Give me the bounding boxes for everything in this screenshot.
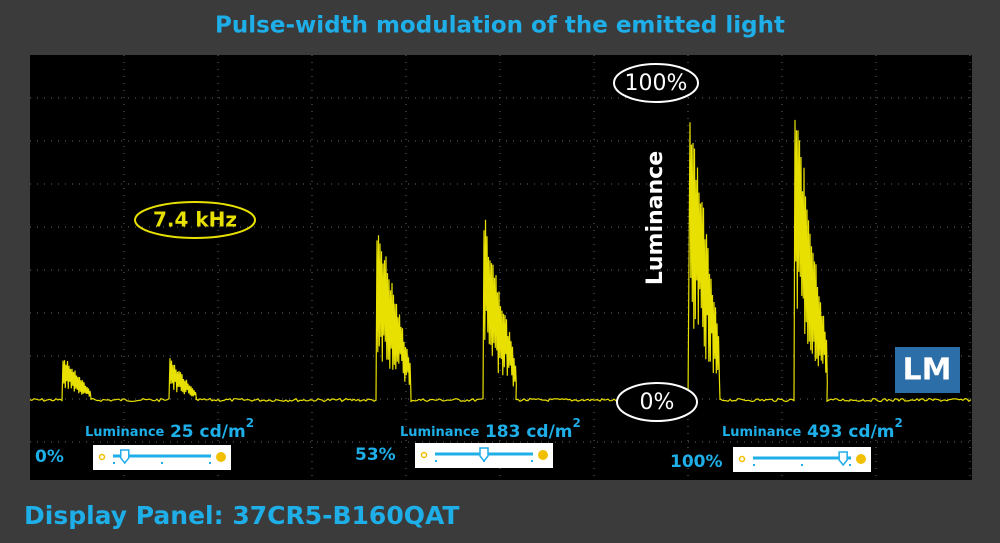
slider-knob bbox=[120, 449, 130, 465]
panels: Luminance 25 cd/m20%Luminance 183 cd/m25… bbox=[35, 416, 903, 472]
sun-small bbox=[420, 451, 428, 459]
frequency-oval bbox=[134, 201, 256, 239]
max-oval bbox=[613, 63, 699, 103]
footer: Display Panel: 37CR5-B160QAT bbox=[24, 501, 459, 530]
luminance-value: 25 cd/m bbox=[170, 422, 246, 442]
brightness-level: 53% bbox=[355, 445, 396, 465]
superscript: 2 bbox=[573, 416, 581, 430]
luminance-label: Luminance bbox=[85, 425, 165, 440]
brightness-level: 100% bbox=[670, 452, 723, 472]
sun-large bbox=[216, 452, 226, 462]
min-oval bbox=[616, 382, 698, 422]
logo: LM bbox=[903, 353, 952, 388]
scope-screen bbox=[30, 55, 972, 480]
superscript: 2 bbox=[895, 416, 903, 430]
luminance-text: Luminance 25 cd/m2 bbox=[85, 416, 254, 443]
sun-large bbox=[538, 450, 548, 460]
frequency: 7.4 kHz bbox=[153, 208, 237, 232]
sun-large bbox=[856, 454, 866, 464]
min-label: 0% bbox=[640, 390, 675, 415]
luminance-text: Luminance 493 cd/m2 bbox=[722, 416, 903, 443]
max-label: 100% bbox=[625, 71, 688, 96]
luminance-label: Luminance bbox=[722, 425, 802, 440]
luminance-text: Luminance 183 cd/m2 bbox=[400, 416, 581, 443]
sun-small bbox=[98, 453, 106, 461]
luminance-label: Luminance bbox=[400, 425, 480, 440]
superscript: 2 bbox=[246, 416, 254, 430]
sun-small bbox=[738, 455, 746, 463]
slider-knob bbox=[838, 451, 848, 467]
logo-box bbox=[895, 347, 960, 393]
axis-label: Luminance bbox=[643, 151, 668, 285]
slider-knob bbox=[479, 447, 489, 463]
waveform bbox=[29, 119, 972, 403]
brightness-level: 0% bbox=[35, 447, 64, 467]
luminance-value: 183 cd/m bbox=[485, 422, 573, 442]
luminance-value: 493 cd/m bbox=[807, 422, 895, 442]
title: Pulse-width modulation of the emitted li… bbox=[215, 13, 785, 39]
